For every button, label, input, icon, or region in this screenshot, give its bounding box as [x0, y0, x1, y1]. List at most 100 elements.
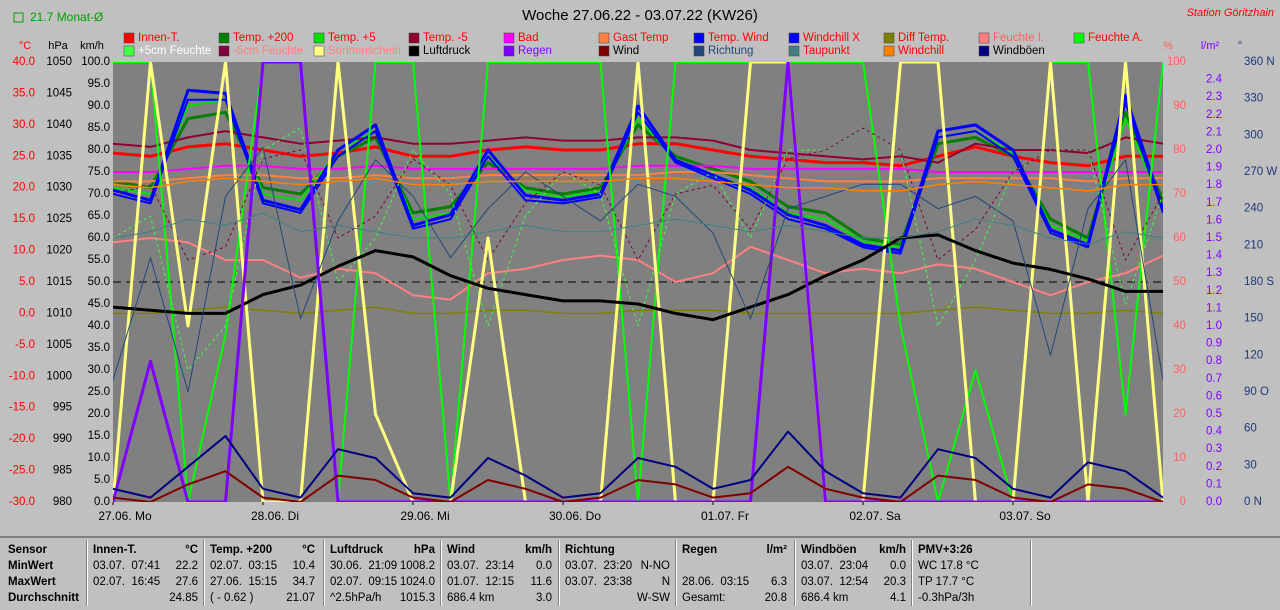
y-tick-label: 30.0 — [88, 364, 110, 376]
column-separator — [203, 540, 205, 606]
y-tick-label: 45.0 — [88, 298, 110, 310]
legend-swatch — [978, 45, 990, 57]
legend-label: Temp. +5 — [328, 32, 376, 44]
y-tick-label: 40.0 — [13, 56, 35, 68]
y-tick-label: 1.4 — [1206, 250, 1223, 262]
cell-right: 20.3 — [883, 576, 906, 588]
y-tick-label: 980 — [53, 496, 72, 508]
series-line — [113, 171, 1163, 183]
cell-left: 03.07. 23:14 — [447, 560, 515, 572]
y-tick-label: 2.3 — [1206, 91, 1222, 103]
cell-left: 27.06. 15:15 — [210, 576, 278, 588]
y-tick-label: 30.0 — [13, 119, 35, 131]
cell-left: 30.06. 21:09 — [330, 560, 398, 572]
cell-right: 4.1 — [890, 592, 906, 604]
y-tick-label: 0.1 — [1206, 478, 1222, 490]
cell-right: N-NO — [640, 560, 670, 572]
column-header: Innen-T. — [93, 544, 137, 556]
column-separator — [323, 540, 325, 606]
cell-left: 02.07. 09:15 — [330, 576, 398, 588]
y-tick-label: 1.7 — [1206, 197, 1222, 209]
cell-right: 6.3 — [771, 576, 787, 588]
axis-unit: hPa — [48, 40, 68, 52]
cell-right: 1008.2 — [399, 560, 435, 572]
legend-label: Sonnenschein — [328, 45, 401, 57]
y-tick-label: 270 W — [1244, 166, 1277, 178]
cell-left: 02.07. 03:15 — [210, 560, 278, 572]
column-header: PMV+3:26 — [918, 544, 973, 556]
row-label: MinWert — [8, 560, 54, 572]
column-header: Luftdruck — [330, 544, 384, 556]
column-unit: hPa — [413, 544, 435, 556]
cell-left: TP 17.7 °C — [918, 576, 975, 588]
cell-right: 21.07 — [286, 592, 315, 604]
y-tick-label: 330 — [1244, 93, 1263, 105]
column-unit: l/m² — [766, 544, 787, 556]
y-tick-label: 0 — [1180, 496, 1186, 508]
y-tick-label: 1.0 — [1206, 320, 1222, 332]
y-tick-label: 0.5 — [1206, 408, 1222, 420]
y-tick-label: 0.2 — [1206, 461, 1222, 473]
stats-corner: Sensor — [8, 544, 47, 556]
y-tick-label: 1.8 — [1206, 179, 1222, 191]
cell-right: 24.85 — [169, 592, 198, 604]
y-tick-label: 20 — [1173, 408, 1186, 420]
cell-left: 03.07. 23:38 — [565, 576, 633, 588]
axis-unit: °C — [19, 40, 31, 52]
y-tick-label: -10.0 — [9, 370, 35, 382]
column-separator — [440, 540, 442, 606]
cell-left: 02.07. 16:45 — [93, 576, 161, 588]
y-tick-label: 300 — [1244, 129, 1263, 141]
y-tick-label: 1045 — [46, 87, 72, 99]
y-tick-label: 100 — [1167, 56, 1186, 68]
y-tick-label: 1040 — [46, 119, 72, 131]
legend-swatch — [693, 45, 705, 57]
column-separator — [911, 540, 913, 606]
y-tick-label: 70 — [1173, 188, 1186, 200]
column-header: Regen — [682, 544, 718, 556]
axis-unit: ° — [1238, 40, 1242, 52]
y-tick-label: 0.6 — [1206, 390, 1222, 402]
column-separator — [794, 540, 796, 606]
y-tick-label: 0.0 — [94, 496, 110, 508]
cell-left: 686.4 km — [801, 592, 849, 604]
series-line — [113, 177, 1163, 192]
y-tick-label: 995 — [53, 402, 72, 414]
legend-label: Luftdruck — [423, 45, 471, 57]
legend-swatch — [788, 32, 800, 44]
month-icon — [13, 12, 24, 23]
y-tick-label: 1015 — [46, 276, 72, 288]
series-line — [113, 233, 1163, 322]
y-tick-label: 25.0 — [88, 386, 110, 398]
legend-label: Innen-T. — [138, 32, 180, 44]
cell-right: 10.4 — [292, 560, 315, 572]
legend-swatch — [693, 32, 705, 44]
column-header: Windböen — [801, 544, 857, 556]
y-tick-label: 990 — [53, 433, 72, 445]
legend-label: Windchill — [898, 45, 944, 57]
y-tick-label: 20.0 — [88, 408, 110, 420]
x-tick-label: 01.07. Fr — [701, 509, 749, 523]
series-line — [113, 110, 1163, 246]
legend-label: Temp. Wind — [708, 32, 769, 44]
column-header: Temp. +200 — [210, 544, 273, 556]
y-tick-label: 150 — [1244, 313, 1263, 325]
stats-table: Sensor MinWert MaxWert Durchschnitt Innen-T.… — [0, 536, 1280, 610]
y-tick-label: 10 — [1173, 452, 1186, 464]
y-tick-label: 90 — [1173, 100, 1186, 112]
cell-left: WC 17.8 °C — [918, 560, 979, 572]
column-separator — [86, 540, 88, 606]
x-tick-label: 02.07. Sa — [849, 509, 901, 523]
cell-right: 3.0 — [536, 592, 552, 604]
series-line — [113, 212, 1163, 245]
series-line — [113, 62, 1163, 502]
column-header: Richtung — [565, 544, 615, 556]
y-tick-label: 0.7 — [1206, 373, 1222, 385]
series-line — [113, 127, 1163, 261]
y-tick-label: 1030 — [46, 182, 72, 194]
y-tick-label: 210 — [1244, 239, 1263, 251]
y-tick-label: 95.0 — [88, 78, 110, 90]
legend-label: Wind — [613, 45, 639, 57]
y-tick-label: 1.1 — [1206, 302, 1222, 314]
